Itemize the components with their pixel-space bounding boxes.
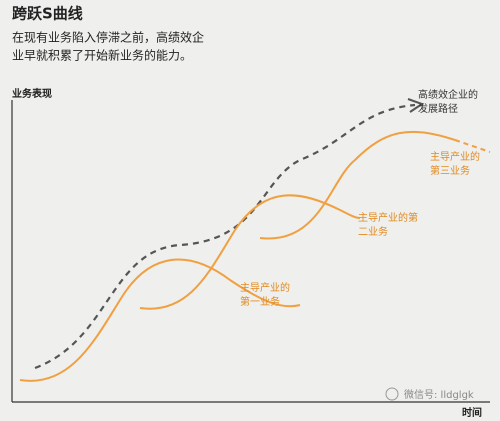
annotation: 高绩效企业的 (418, 88, 478, 101)
growth-path (34, 103, 416, 370)
annotation: 二业务 (358, 225, 388, 238)
watermark: 微信号: lldglgk (404, 388, 474, 401)
s-curve-1 (19, 258, 301, 382)
annotation: 主导产业的第 (358, 211, 418, 224)
subtitle-line: 在现有业务陷入停滞之前，高绩效企 (12, 30, 204, 45)
x-axis-label: 时间 (462, 406, 482, 419)
s-curve-2 (139, 194, 361, 310)
annotation: 主导产业的 (240, 281, 290, 294)
arrow-head (407, 98, 425, 113)
annotation: 第一业务 (240, 295, 280, 308)
s-curve-3-extension (454, 139, 491, 153)
subtitle-line: 业早就积累了开始新业务的能力。 (12, 48, 192, 63)
annotation: 第三业务 (430, 164, 470, 177)
s-curve-3 (259, 130, 456, 240)
title: 跨跃S曲线 (12, 5, 83, 23)
watermark-icon (385, 387, 399, 401)
annotation: 主导产业的 (430, 150, 480, 163)
y-axis-label: 业务表现 (12, 87, 52, 100)
annotation: 发展路径 (418, 102, 458, 115)
